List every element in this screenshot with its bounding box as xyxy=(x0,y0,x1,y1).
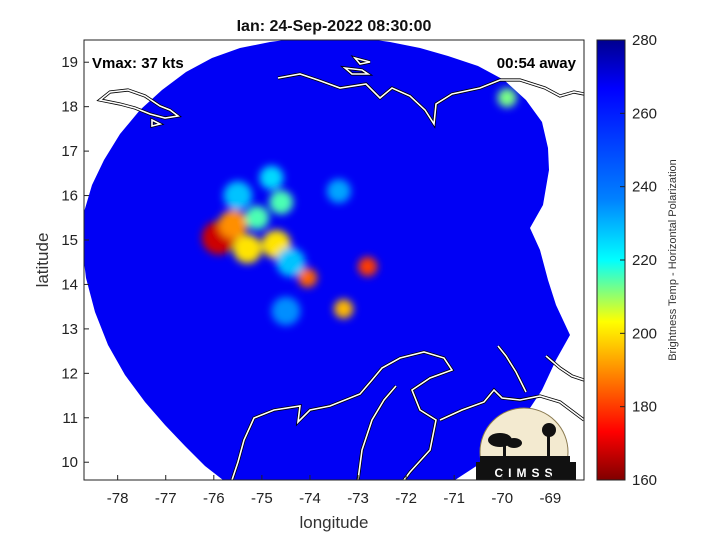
y-tick-label: 14 xyxy=(61,276,78,293)
y-tick-label: 16 xyxy=(61,188,78,205)
time-away-annotation: 00:54 away xyxy=(497,55,577,72)
brightness-swath xyxy=(84,40,570,480)
x-axis: -78 -77 -76 -75 -74 -73 -72 -71 -70 -69 xyxy=(107,475,561,507)
convective-cell-7 xyxy=(358,257,378,277)
y-axis-label: latitude xyxy=(33,233,52,288)
colorbar-tick-label: 200 xyxy=(632,325,657,342)
cimss-logo-text: CIMSS xyxy=(494,466,557,480)
coastlines xyxy=(98,56,584,480)
convective-cell-12 xyxy=(271,296,301,326)
colorbar-tick-label: 260 xyxy=(632,105,657,122)
colorbar-tick-label: 280 xyxy=(632,32,657,49)
convective-cell-14 xyxy=(497,88,517,108)
convective-cell-11 xyxy=(326,179,351,204)
x-tick-label: -73 xyxy=(347,490,369,507)
colorbar-tick-label: 160 xyxy=(632,472,657,489)
y-tick-label: 12 xyxy=(61,365,78,382)
convective-cell-2 xyxy=(233,234,262,264)
convective-cell-6 xyxy=(297,268,318,288)
y-tick-label: 18 xyxy=(61,99,78,116)
x-tick-label: -77 xyxy=(155,490,177,507)
x-tick-label: -76 xyxy=(203,490,225,507)
convective-cell-5 xyxy=(269,190,294,215)
x-tick-label: -71 xyxy=(443,490,465,507)
cimss-logo-disc xyxy=(479,407,569,480)
colorbar-tick-label: 220 xyxy=(632,252,657,269)
x-tick-label: -74 xyxy=(299,490,321,507)
convective-cell-1 xyxy=(218,210,248,239)
y-axis: 10 11 12 13 14 15 16 17 18 19 xyxy=(61,54,89,471)
convective-features xyxy=(201,88,517,326)
y-tick-label: 13 xyxy=(61,321,78,338)
x-tick-label: -75 xyxy=(251,490,273,507)
x-axis-label: longitude xyxy=(299,513,368,532)
colorbar-ticks: 160 180 200 220 240 260 280 xyxy=(620,32,657,489)
chart-title: Ian: 24-Sep-2022 08:30:00 xyxy=(237,18,432,35)
convective-cell-10 xyxy=(259,165,284,190)
convective-cell-13 xyxy=(223,181,253,210)
colorbar-tick-label: 240 xyxy=(632,179,657,196)
colorbar-tick-label: 180 xyxy=(632,399,657,416)
convective-cell-8 xyxy=(334,299,354,319)
y-tick-label: 17 xyxy=(61,143,78,160)
x-tick-label: -72 xyxy=(395,490,417,507)
colorbar-label: Brightness Temp - Horizontal Polarizatio… xyxy=(667,159,679,361)
colorbar: 160 180 200 220 240 260 280 Brightness Temp - … xyxy=(596,32,679,489)
y-tick-label: 15 xyxy=(61,232,78,249)
plot-area: CIMSS Vmax: 37 kts 00:54 away xyxy=(84,40,584,480)
x-tick-label: -69 xyxy=(540,490,562,507)
cimss-logo: CIMSS xyxy=(476,407,576,480)
cimss-logo-graphic xyxy=(476,423,576,480)
x-tick-label: -78 xyxy=(107,490,129,507)
x-tick-label: -70 xyxy=(491,490,513,507)
y-tick-label: 11 xyxy=(62,410,78,427)
y-tick-label: 10 xyxy=(61,454,78,471)
plot-frame xyxy=(83,39,585,481)
y-tick-label: 19 xyxy=(61,54,78,71)
vmax-annotation: Vmax: 37 kts xyxy=(92,55,184,72)
convective-cell-9 xyxy=(276,247,306,277)
convective-cell-4 xyxy=(245,205,270,230)
